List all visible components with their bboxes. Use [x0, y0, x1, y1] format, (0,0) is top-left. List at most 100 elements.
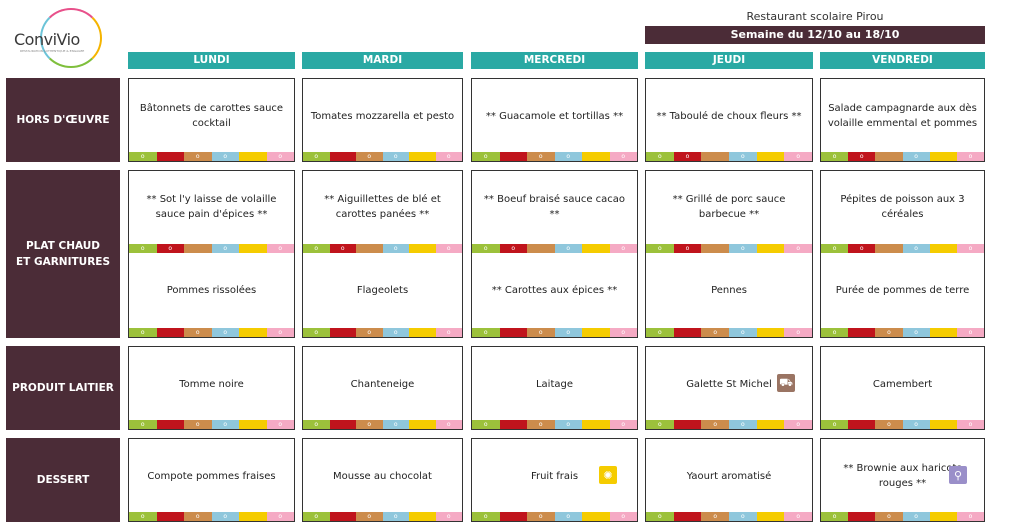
- restaurant-name: Restaurant scolaire Pirou: [746, 10, 884, 23]
- side-dish-name: Flageolets: [356, 285, 409, 296]
- bar-segment: o: [382, 328, 409, 337]
- category-produit-laitier: PRODUIT LAITIER: [6, 346, 120, 430]
- bar-segment: o: [472, 244, 500, 253]
- bar-segment: [756, 512, 785, 521]
- dish-name: Bâtonnets de carottes sauce cocktail: [139, 103, 284, 129]
- dish-name: Compote pommes fraises: [147, 470, 276, 482]
- bar-segment: [499, 512, 527, 521]
- menu-card-hors-doeuvre-jeudi: ** Taboulé de choux fleurs ** o o o o: [645, 78, 813, 162]
- bar-segment: o: [499, 244, 527, 253]
- bar-segment: o: [435, 152, 462, 161]
- bar-segment: o: [784, 512, 813, 521]
- bar-segment: [329, 152, 356, 161]
- menu-card-laitier-mardi: Chanteneige o o o o: [302, 346, 463, 430]
- bar-segment: [875, 244, 903, 253]
- menu-card-laitier-mercredi: Laitage o o o o: [471, 346, 638, 430]
- side-dish-name: ** Carottes aux épices **: [491, 285, 618, 296]
- menu-card-laitier-lundi: Tomme noire o o o o: [128, 346, 295, 430]
- bar-segment: [156, 152, 184, 161]
- side-dish-name: Pommes rissolées: [166, 285, 257, 296]
- bar-segment: o: [673, 152, 702, 161]
- bar-segment: o: [701, 328, 730, 337]
- bar-segment: o: [129, 328, 157, 337]
- side-dish-name: Purée de pommes de terre: [835, 285, 970, 296]
- bar-segment: o: [784, 152, 813, 161]
- bar-segment: o: [902, 244, 930, 253]
- bar-segment: o: [729, 420, 757, 429]
- week-banner: Semaine du 12/10 au 18/10: [645, 26, 985, 44]
- category-label: PRODUIT LAITIER: [12, 382, 114, 394]
- chef-whisk-icon: ⚲: [949, 466, 967, 484]
- bar-segment: o: [729, 244, 757, 253]
- bar-segment: [239, 420, 267, 429]
- bar-segment: [848, 420, 876, 429]
- logo-brand: ConviVio: [14, 30, 80, 49]
- bar-segment: o: [129, 152, 157, 161]
- bar-segment: o: [184, 328, 212, 337]
- bar-segment: o: [609, 420, 637, 429]
- menu-card-plat-vendredi: Pépites de poisson aux 3 céréales o o o o Pur…: [820, 170, 985, 338]
- dish-name: ** Brownie aux haricots rouges **: [843, 463, 962, 489]
- bar-segment: o: [729, 328, 757, 337]
- bar-segment: o: [902, 328, 930, 337]
- bar-segment: [239, 512, 267, 521]
- bar-segment: [756, 152, 785, 161]
- bar-segment: o: [821, 152, 849, 161]
- bar-segment: [582, 244, 610, 253]
- bar-segment: o: [821, 328, 849, 337]
- bar-segment: [929, 152, 957, 161]
- bar-segment: o: [382, 244, 409, 253]
- bar-segment: o: [329, 244, 356, 253]
- menu-card-hors-doeuvre-mardi: Tomates mozzarella et pesto o o o o: [302, 78, 463, 162]
- dish-name: Laitage: [535, 378, 574, 390]
- bar-segment: o: [729, 512, 757, 521]
- main-dish-name: ** Aiguillettes de blé et carottes panée…: [324, 194, 441, 220]
- bar-segment: o: [527, 420, 555, 429]
- bar-segment: o: [646, 512, 674, 521]
- bar-segment: [239, 328, 267, 337]
- bar-segment: o: [554, 244, 582, 253]
- menu-card-plat-lundi: ** Sot l'y laisse de volaille sauce pain…: [128, 170, 295, 338]
- category-plat-chaud: PLAT CHAUD ET GARNITURES: [6, 170, 120, 338]
- bar-segment: [929, 328, 957, 337]
- dish-name: Salade campagnarde aux dès volaille emme…: [827, 103, 978, 129]
- menu-card-dessert-mardi: Mousse au chocolat o o o o: [302, 438, 463, 522]
- bar-segment: [156, 420, 184, 429]
- category-hors-doeuvre: HORS D'ŒUVRE: [6, 78, 120, 162]
- bar-segment: o: [527, 512, 555, 521]
- bar-segment: o: [303, 328, 330, 337]
- category-label-line2: ET GARNITURES: [15, 256, 111, 268]
- bar-segment: o: [303, 152, 330, 161]
- bar-segment: o: [646, 244, 674, 253]
- bar-segment: o: [266, 512, 294, 521]
- menu-card-dessert-lundi: Compote pommes fraises o o o o: [128, 438, 295, 522]
- dish-name: Galette St Michel: [686, 378, 772, 390]
- bar-segment: o: [435, 420, 462, 429]
- bar-segment: o: [609, 152, 637, 161]
- logo-tagline: RESTAURATION AUTHENTIQUE & ENGAGEE: [20, 49, 85, 53]
- bar-segment: [156, 328, 184, 337]
- bar-segment: [582, 328, 610, 337]
- bar-segment: o: [472, 328, 500, 337]
- main-dish-name: ** Sot l'y laisse de volaille sauce pain…: [146, 194, 277, 220]
- bar-segment: o: [435, 512, 462, 521]
- bar-segment: o: [821, 420, 849, 429]
- bar-segment: o: [184, 420, 212, 429]
- bar-segment: o: [554, 152, 582, 161]
- bar-segment: [582, 512, 610, 521]
- bar-segment: o: [211, 420, 239, 429]
- bar-segment: o: [156, 244, 184, 253]
- bar-segment: [582, 152, 610, 161]
- bar-segment: o: [472, 152, 500, 161]
- bar-segment: [673, 420, 702, 429]
